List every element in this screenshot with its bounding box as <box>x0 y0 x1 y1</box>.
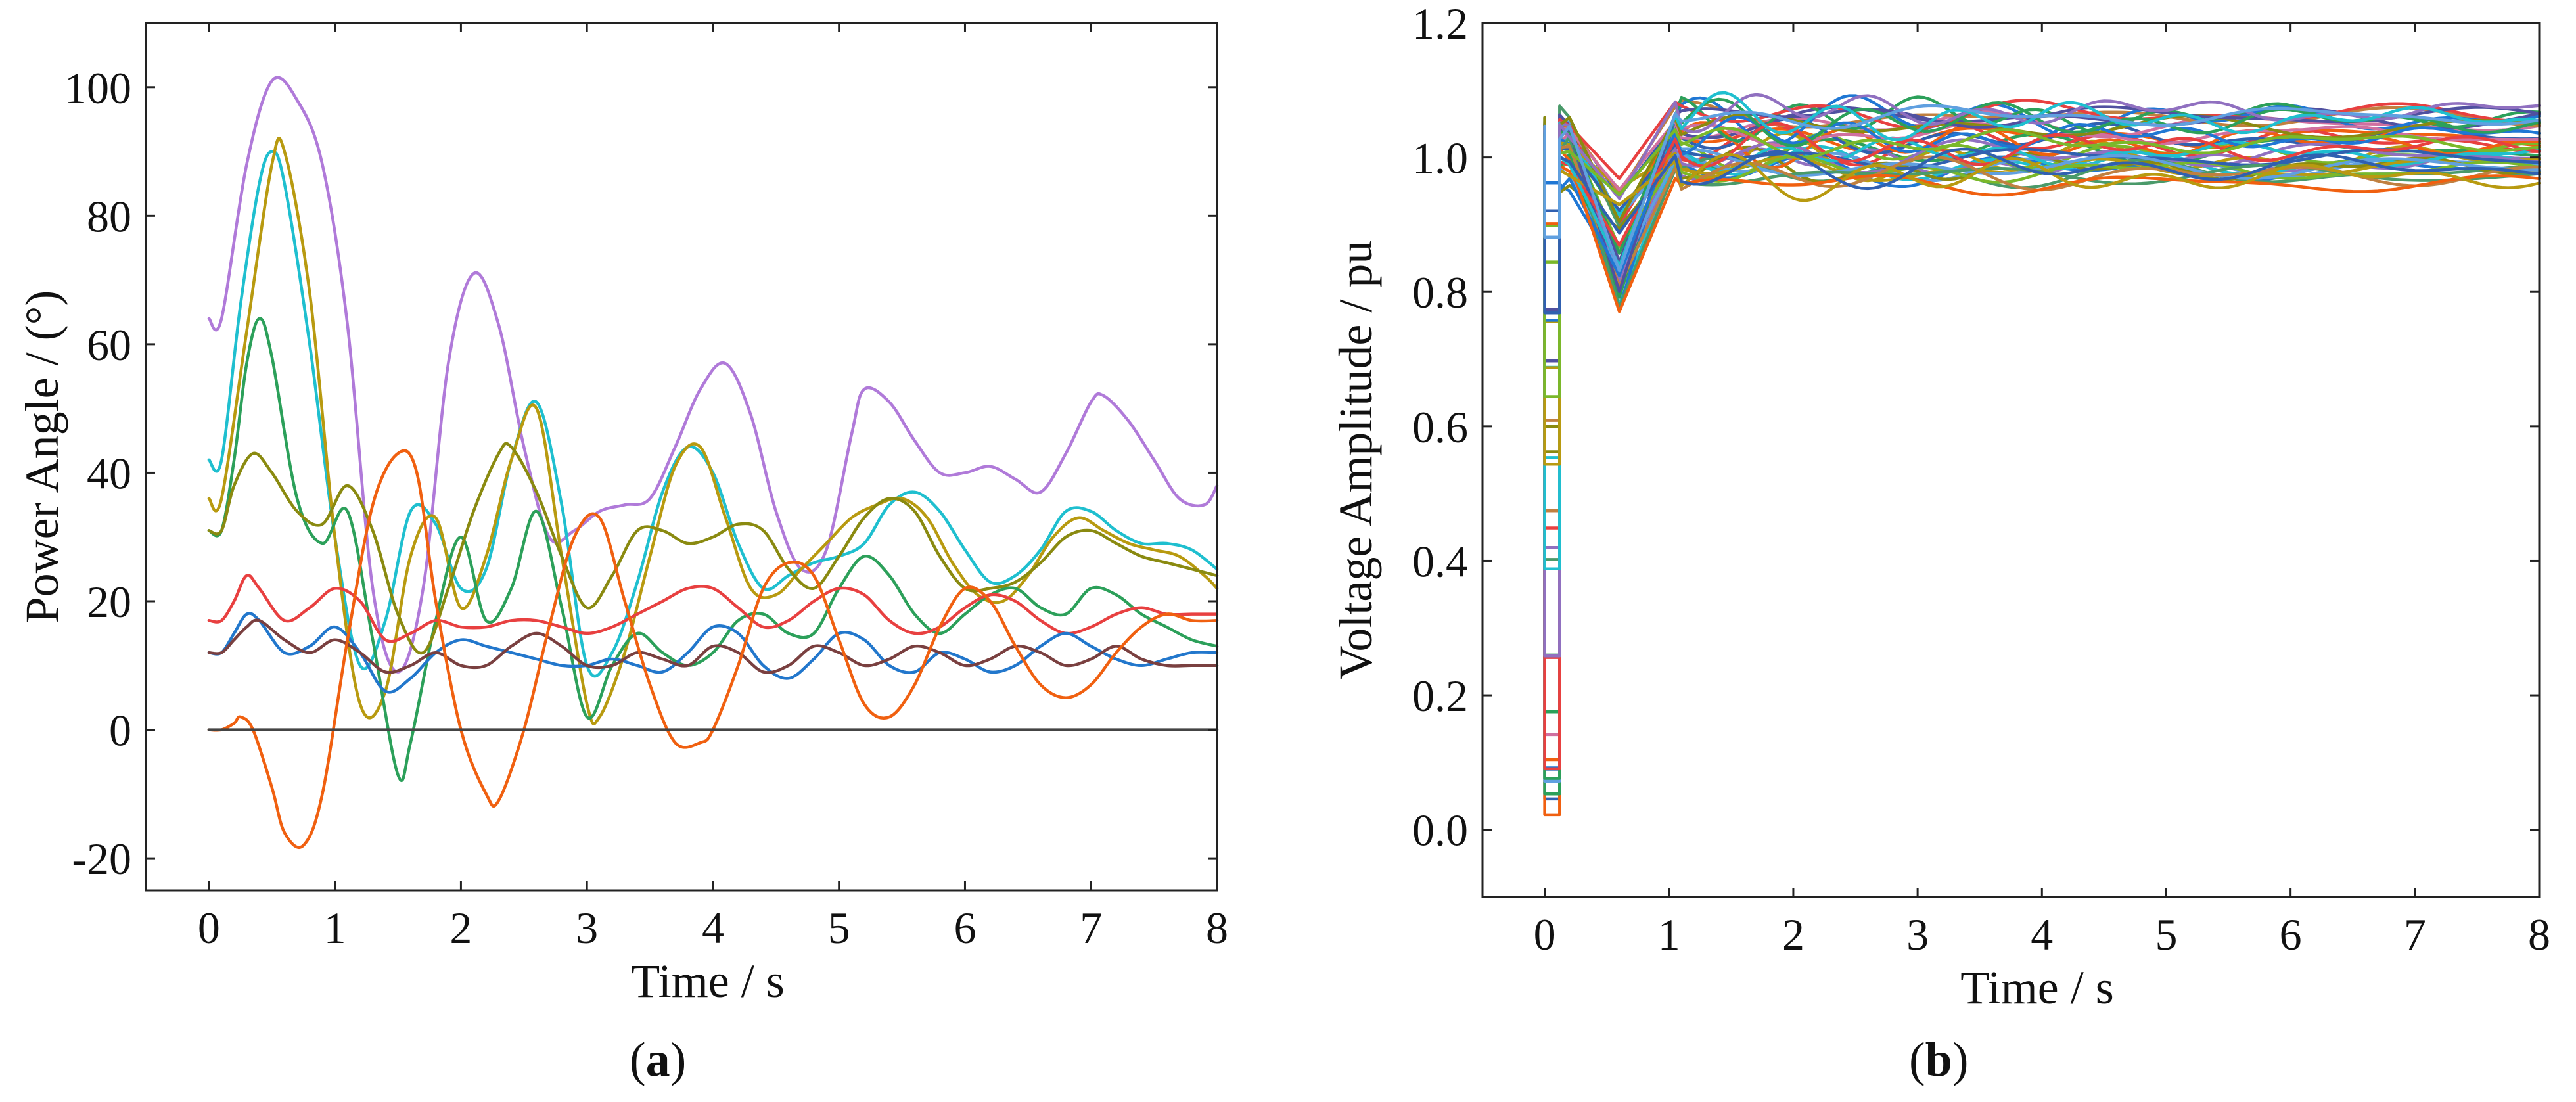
power-angle-series-g4 <box>207 317 1219 782</box>
panel-b-label-letter: b <box>1925 1033 1952 1087</box>
panel-a-label: (a) <box>630 1033 686 1087</box>
voltage-series-bus-25 <box>1543 147 2541 783</box>
panel-b-xtick-label: 3 <box>1906 909 1929 959</box>
voltage-series-bus-4 <box>1543 121 2541 530</box>
panel-a-xtick-label: 4 <box>702 903 724 953</box>
power-angle-series-g3 <box>207 136 1219 725</box>
voltage-series-bus-36 <box>1543 91 2541 571</box>
panel-b-ytick-label: 0.8 <box>1412 267 1468 317</box>
panel-a-ytick-label: 40 <box>87 448 131 498</box>
panel-b-ticks: 0 1 2 3 4 5 6 7 8 0.0 0.2 0.4 0.6 0.8 1.0 1.2 <box>1412 0 2550 959</box>
voltage-series-bus-37 <box>1543 152 2541 466</box>
panel-a-xtick-label: 1 <box>324 903 346 953</box>
panel-b-ytick-label: 0.4 <box>1412 536 1468 586</box>
power-angle-series-g9 <box>207 449 1219 849</box>
panel-a-series-group <box>207 76 1219 849</box>
panel-a-ylabel: Power Angle / (°) <box>16 290 68 624</box>
panel-b-xtick-label: 7 <box>2404 909 2426 959</box>
voltage-series-bus-26 <box>1543 120 2541 737</box>
voltage-series-bus-18 <box>1543 95 2541 796</box>
panel-b-xtick-label: 1 <box>1658 909 1680 959</box>
panel-a-label-letter: a <box>646 1033 670 1087</box>
panel-b-xlabel: Time / s <box>1960 961 2113 1014</box>
voltage-series-bus-32 <box>1543 147 2541 313</box>
panel-a-ytick-label: 60 <box>87 320 131 370</box>
panel-b-ytick-label: 0.6 <box>1412 402 1468 452</box>
panel-a-plot-frame <box>145 22 1218 892</box>
panel-a-ytick-label: 80 <box>87 191 131 241</box>
voltage-series-bus-17 <box>1543 121 2541 817</box>
voltage-series-bus-1 <box>1543 154 2541 769</box>
voltage-series-bus-33 <box>1543 97 2541 780</box>
panel-b-ylabel: Voltage Amplitude / pu <box>1329 241 1382 680</box>
panel-b-xtick-label: 5 <box>2155 909 2177 959</box>
panel-b-label: (b) <box>1909 1033 1968 1087</box>
voltage-series-bus-2 <box>1543 126 2541 762</box>
voltage-series-bus-21 <box>1543 122 2541 459</box>
voltage-series-bus-27 <box>1543 136 2541 657</box>
panel-a-ytick-label: 20 <box>87 577 131 627</box>
panel-a-xtick-label: 5 <box>828 903 850 953</box>
panel-a-xtick-label: 2 <box>449 903 472 953</box>
power-angle-series-g7 <box>207 612 1219 694</box>
voltage-series-bus-39 <box>1543 147 2541 315</box>
panel-a-xtick-label: 0 <box>198 903 220 953</box>
panel-b-ytick-label: 0.2 <box>1412 671 1468 721</box>
voltage-series-bus-3 <box>1543 133 2541 714</box>
power-angle-series-g2 <box>207 150 1219 678</box>
panel-a-ytick-label: 0 <box>109 706 131 756</box>
voltage-series-bus-28 <box>1543 145 2541 513</box>
voltage-series-bus-10 <box>1543 120 2541 771</box>
panel-b-xtick-label: 2 <box>1782 909 1805 959</box>
panel-a-ytick-label: 100 <box>64 63 131 113</box>
panel-b-series-group <box>1543 91 2541 817</box>
power-angle-series-g5 <box>207 442 1219 655</box>
panel-a-xtick-label: 7 <box>1080 903 1102 953</box>
panel-b-xtick-label: 8 <box>2528 909 2550 959</box>
voltage-series-bus-38 <box>1543 127 2541 398</box>
panel-b: 0 1 2 3 4 5 6 7 80.00.20.40.60.81.01.2 Time / s … <box>1329 0 2550 1087</box>
panel-b-ytick-label: 0.0 <box>1412 806 1468 856</box>
voltage-series-bus-11 <box>1543 110 2541 658</box>
panel-b-xtick-label: 6 <box>2280 909 2302 959</box>
panel-a-xtick-label: 8 <box>1206 903 1228 953</box>
panel-a: 0 1 2 3 4 5 6 7 8 -20 0 20 40 60 80 100 Time / s Power … <box>16 22 1228 1087</box>
panel-b-xtick-label: 4 <box>2031 909 2053 959</box>
panel-a-xlabel: Time / s <box>631 955 784 1007</box>
voltage-series-bus-29 <box>1543 112 2541 453</box>
voltage-series-bus-40 <box>1543 104 2541 273</box>
panel-a-xtick-label: 3 <box>576 903 598 953</box>
power-angle-series-g8 <box>207 618 1219 674</box>
panel-a-ytick-label: -20 <box>72 834 131 884</box>
power-angle-series-g1 <box>207 76 1219 674</box>
voltage-series-bus-34 <box>1543 122 2541 771</box>
voltage-series-bus-9 <box>1543 117 2541 801</box>
panel-a-xtick-label: 6 <box>954 903 976 953</box>
panel-b-plot-frame <box>1481 22 2541 898</box>
panel-a-ticks: 0 1 2 3 4 5 6 7 8 -20 0 20 40 60 80 100 <box>64 23 1228 953</box>
power-angle-series-g6 <box>207 574 1219 643</box>
panel-b-xtick-label: 0 <box>1534 909 1556 959</box>
panel-b-ytick-label: 1.0 <box>1412 133 1468 183</box>
panel-b-ytick-label: 1.2 <box>1412 0 1468 49</box>
